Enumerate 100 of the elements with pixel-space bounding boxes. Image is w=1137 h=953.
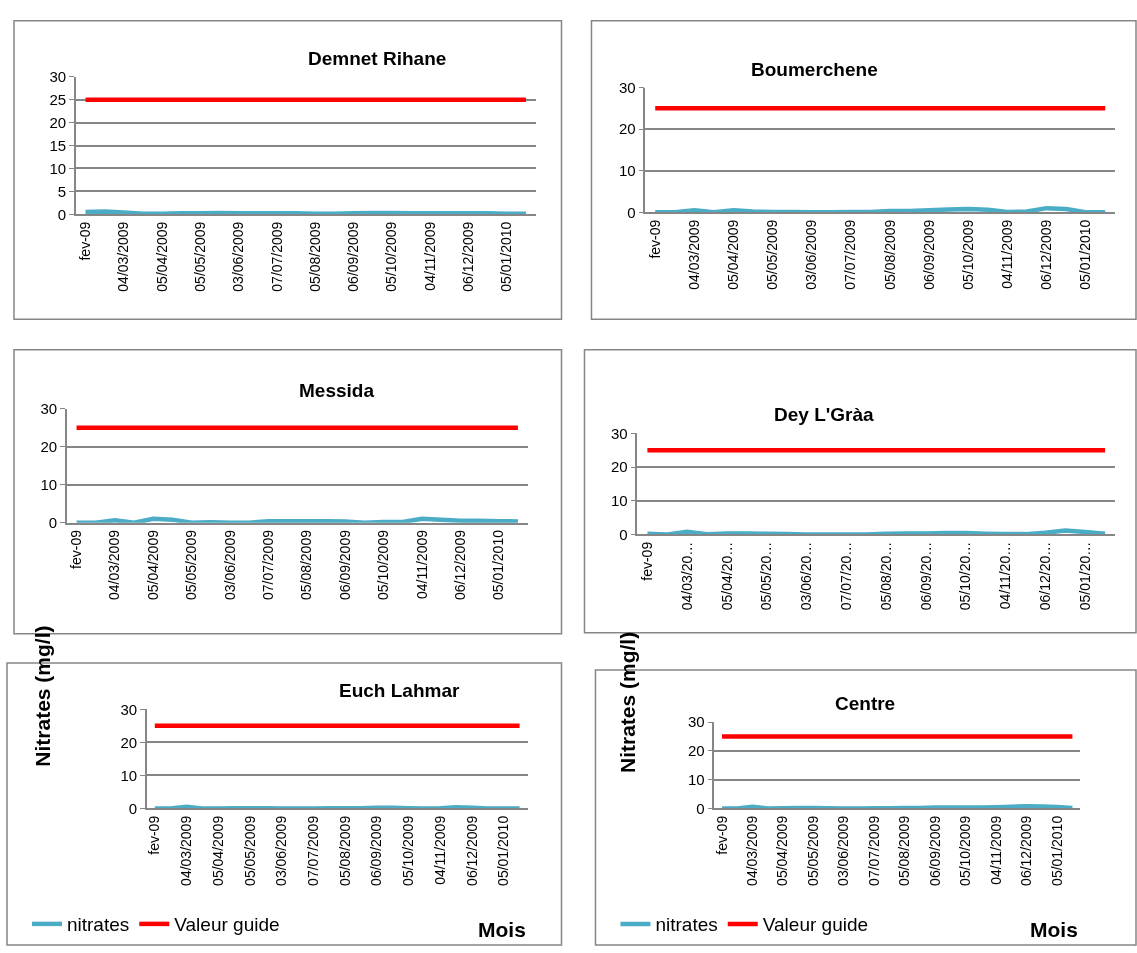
x-tick-label: 05/08/2009 <box>881 219 898 290</box>
y-tick-label: 10 <box>120 766 138 784</box>
x-tick-label: 05/04/2009 <box>153 221 170 292</box>
x-tick-label: 05/10/2009 <box>383 221 400 292</box>
x-tick-label: 04/03/2009 <box>178 815 195 886</box>
x-tick-label: 05/05/2009 <box>804 815 821 886</box>
chart-title: Centre <box>835 693 896 714</box>
y-tick-label: 30 <box>687 713 705 731</box>
legend-label: Valeur guide <box>762 914 869 936</box>
x-tick-label: 04/03/20… <box>678 541 695 611</box>
x-tick-label: 05/10/2009 <box>959 219 976 290</box>
x-tick-label: 06/09/2009 <box>336 529 353 601</box>
y-tick-label: 30 <box>120 700 138 718</box>
x-tick-label: 05/04/20… <box>718 541 735 611</box>
x-tick-label: 03/06/2009 <box>221 529 238 601</box>
x-tick-label: 06/09/2009 <box>368 815 385 886</box>
x-tick-label: 03/06/2009 <box>273 815 290 886</box>
x-tick-label: 05/08/2009 <box>896 815 913 886</box>
x-tick-label: 05/04/2009 <box>725 219 742 290</box>
x-tick-label: 04/11/2009 <box>431 815 448 885</box>
x-tick-label: 05/05/20… <box>758 541 775 611</box>
x-tick-label: fev-09 <box>68 529 85 569</box>
y-tick-label: 0 <box>627 203 636 221</box>
x-tick-label: 05/08/2009 <box>298 529 315 601</box>
x-tick-label: 06/12/2009 <box>1018 815 1035 886</box>
legend-label: Valeur guide <box>174 914 280 936</box>
x-tick-label: 06/09/2009 <box>345 221 362 292</box>
x-tick-label: 05/08/2009 <box>306 221 323 292</box>
x-tick-label: 05/10/2009 <box>375 529 392 601</box>
x-tick-label: 05/08/20… <box>877 541 894 611</box>
x-tick-label: 06/09/2009 <box>920 219 937 290</box>
x-axis-title: Mois <box>1030 918 1078 941</box>
legend-label: nitrates <box>655 914 718 936</box>
x-tick-label: 04/11/2009 <box>998 219 1015 289</box>
chart-title: Boumerchene <box>751 59 878 80</box>
y-tick-label: 10 <box>687 770 705 788</box>
x-tick-label: 05/01/2010 <box>498 221 515 292</box>
y-tick-label: 25 <box>49 90 67 108</box>
x-tick-label: 05/05/2009 <box>183 529 200 601</box>
x-tick-label: 05/01/2010 <box>495 815 512 886</box>
y-tick-label: 10 <box>611 491 628 509</box>
x-tick-label: 04/11/2009 <box>413 529 430 600</box>
y-axis-title: Nitrates (mg/l) <box>615 631 639 774</box>
y-tick-label: 30 <box>49 68 67 86</box>
x-tick-label: 05/01/20… <box>1076 541 1093 611</box>
x-tick-label: fev-09 <box>646 219 663 259</box>
x-tick-label: 06/12/2009 <box>460 221 477 292</box>
x-tick-label: 04/03/2009 <box>115 221 132 292</box>
x-tick-label: 07/07/2009 <box>260 529 276 601</box>
x-tick-label: 06/12/20… <box>1036 541 1053 611</box>
x-tick-label: 04/11/2009 <box>987 815 1004 885</box>
x-tick-label: 05/10/2009 <box>957 815 974 886</box>
x-axis-title: Mois <box>478 918 526 941</box>
x-tick-label: 06/12/2009 <box>463 815 480 886</box>
y-tick-label: 20 <box>40 437 58 455</box>
x-tick-label: 06/09/20… <box>917 541 934 611</box>
chart-title: Demnet Rihane <box>308 48 447 69</box>
x-tick-label: 07/07/2009 <box>268 221 285 292</box>
x-tick-label: 07/07/20… <box>837 541 854 611</box>
y-tick-label: 30 <box>619 78 636 96</box>
x-tick-label: 05/05/2009 <box>764 219 781 290</box>
x-tick-label: 04/03/2009 <box>744 815 761 886</box>
legend-label: nitrates <box>66 914 130 936</box>
y-tick-label: 30 <box>611 424 628 442</box>
x-tick-label: 04/11/20… <box>997 541 1014 610</box>
x-tick-label: 03/06/2009 <box>803 219 820 290</box>
x-tick-label: 06/09/2009 <box>926 815 943 886</box>
x-tick-label: 06/12/2009 <box>451 529 468 601</box>
y-tick-label: 0 <box>48 513 58 531</box>
y-tick-label: 15 <box>49 136 67 154</box>
y-tick-label: 30 <box>40 399 58 417</box>
y-tick-label: 0 <box>619 525 628 543</box>
y-tick-label: 5 <box>57 182 67 200</box>
x-tick-label: fev-09 <box>713 815 730 855</box>
y-tick-label: 10 <box>49 159 67 177</box>
x-tick-label: 03/06/2009 <box>835 815 852 886</box>
x-tick-label: 06/12/2009 <box>1038 219 1055 290</box>
y-tick-label: 20 <box>49 113 67 131</box>
x-tick-label: 04/11/2009 <box>421 221 438 291</box>
y-tick-label: 20 <box>611 458 628 476</box>
x-tick-label: fev-09 <box>638 541 655 581</box>
x-tick-label: 05/04/2009 <box>144 529 161 601</box>
chart-title: Messida <box>299 380 375 401</box>
y-tick-label: 20 <box>687 742 705 760</box>
x-tick-label: 05/01/2010 <box>1077 219 1094 290</box>
y-tick-label: 20 <box>619 120 636 138</box>
x-tick-label: 05/10/20… <box>957 541 974 611</box>
x-tick-label: 05/01/2010 <box>1048 815 1065 886</box>
y-tick-label: 0 <box>696 799 705 817</box>
chart-title: Euch Lahmar <box>339 680 460 701</box>
x-tick-label: 05/05/2009 <box>191 221 208 292</box>
y-axis-title: Nitrates (mg/l) <box>31 625 55 767</box>
x-tick-label: 05/05/2009 <box>241 815 258 886</box>
x-tick-label: fev-09 <box>146 815 163 855</box>
chart-title: Dey L'Gràa <box>774 404 874 425</box>
x-tick-label: 05/08/2009 <box>336 815 353 886</box>
x-tick-label: 03/06/20… <box>798 541 815 611</box>
x-tick-label: 07/07/2009 <box>865 815 882 886</box>
y-tick-label: 0 <box>57 205 67 223</box>
x-tick-label: 04/03/2009 <box>685 219 702 290</box>
